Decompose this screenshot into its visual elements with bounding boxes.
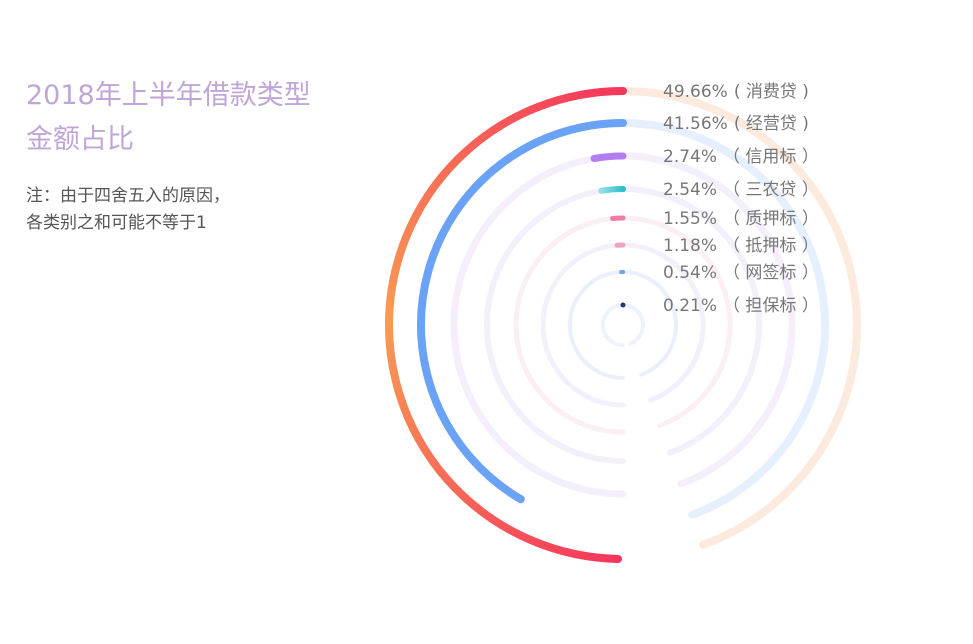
- ring-bar-3: [590, 152, 627, 162]
- chart-note-line2: 各类别之和可能不等于1: [26, 213, 207, 233]
- ring-bar-5: [610, 215, 626, 222]
- chart-title: 2018年上半年借款类型 金额占比: [26, 74, 366, 162]
- ring-name-label: （ 质押标 ）: [723, 209, 819, 229]
- ring-track: [601, 303, 645, 347]
- ring-name-label: （ 三农贷 ）: [723, 180, 819, 200]
- ring-value-label: 1.55%: [663, 209, 717, 229]
- ring-label-5: 1.55% （ 质押标 ）: [663, 209, 819, 229]
- chart-title-line2: 金额占比: [26, 124, 134, 155]
- ring-bar-2: [416, 119, 627, 504]
- ring-name-label: ( 消费贷 ): [734, 82, 809, 102]
- ring-value-label: 41.56%: [663, 114, 728, 134]
- ring-value-label: 0.54%: [663, 263, 717, 283]
- ring-name-label: （ 网签标 ）: [723, 263, 819, 283]
- ring-label-7: 0.54% （ 网签标 ）: [663, 263, 819, 283]
- ring-bars: [385, 87, 627, 563]
- ring-label-3: 2.74% （ 信用标 ）: [663, 147, 819, 167]
- ring-value-label: 2.74%: [663, 147, 717, 167]
- ring-label-6: 1.18% （ 抵押标 ）: [663, 236, 819, 256]
- ring-value-label: 0.21%: [663, 296, 717, 316]
- ring-label-4: 2.54% （ 三农贷 ）: [663, 180, 819, 200]
- ring-value-label: 1.18%: [663, 236, 717, 256]
- chart-note-line1: 注：由于四舍五入的原因，: [26, 186, 230, 206]
- ring-labels: 49.66%( 消费贷 )41.56%( 经营贷 )2.74% （ 信用标 ）2.…: [663, 82, 819, 316]
- chart-note: 注：由于四舍五入的原因， 各类别之和可能不等于1: [26, 183, 346, 237]
- ring-track: [568, 270, 678, 380]
- ring-bar-4: [598, 186, 626, 194]
- ring-name-label: ( 经营贷 ): [734, 114, 809, 134]
- ring-bar-1: [385, 87, 627, 563]
- ring-name-label: （ 抵押标 ）: [723, 236, 819, 256]
- ring-track: [450, 152, 796, 498]
- ring-label-1: 49.66% ( 消费贷 ): [663, 82, 809, 102]
- ring-track: [484, 186, 762, 464]
- ring-value-label: 2.54%: [663, 180, 717, 200]
- ring-name-label: （ 担保标 ）: [723, 296, 819, 316]
- ring-label-2: 41.56% ( 经营贷 ): [663, 114, 809, 134]
- ring-track: [540, 242, 706, 408]
- ring-track: [513, 215, 733, 435]
- ring-value-label: 49.66%: [663, 82, 728, 102]
- ring-bar-8: [620, 302, 626, 308]
- chart-title-line1: 2018年上半年借款类型: [26, 80, 311, 111]
- ring-name-label: （ 信用标 ）: [723, 147, 819, 167]
- ring-label-8: 0.21% （ 担保标 ）: [663, 296, 819, 316]
